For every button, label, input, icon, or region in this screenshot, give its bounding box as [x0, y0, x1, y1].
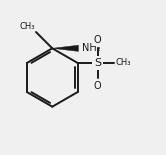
Text: S: S	[94, 58, 101, 68]
Polygon shape	[52, 45, 78, 51]
Text: CH₃: CH₃	[115, 58, 131, 67]
Text: CH₃: CH₃	[20, 22, 35, 31]
Text: NH₂: NH₂	[82, 42, 101, 53]
Text: O: O	[94, 81, 101, 91]
Text: O: O	[94, 35, 101, 45]
